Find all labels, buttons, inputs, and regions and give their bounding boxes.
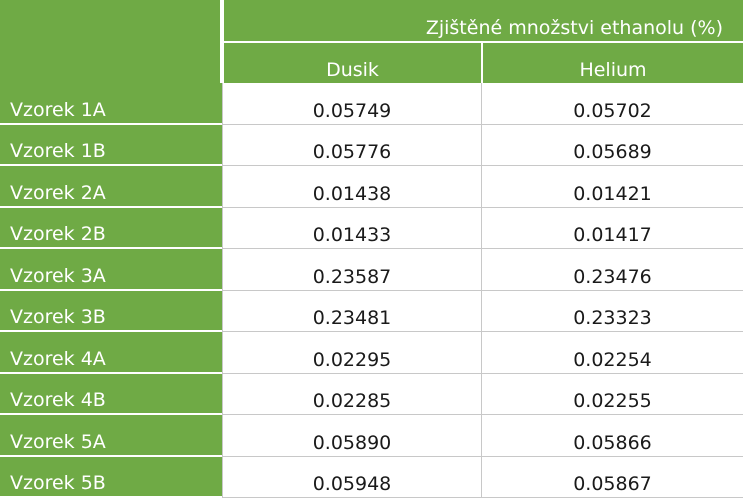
value-cell: 0.01438	[222, 166, 481, 208]
row-label: Vzorek 4B	[0, 373, 222, 415]
value-cell: 0.02254	[481, 332, 743, 374]
value-cell: 0.02295	[222, 332, 481, 374]
column-header: Helium	[481, 43, 743, 83]
row-label: Vzorek 2B	[0, 207, 222, 249]
row-label: Vzorek 3A	[0, 249, 222, 291]
value-cell: 0.05867	[481, 456, 743, 498]
value-cell: 0.05702	[481, 83, 743, 125]
value-cell: 0.02255	[481, 373, 743, 415]
value-cell: 0.05749	[222, 83, 481, 125]
value-cell: 0.05866	[481, 415, 743, 457]
corner-cell	[0, 0, 222, 83]
value-cell: 0.05689	[481, 124, 743, 166]
group-header: Zjištěné množstvi ethanolu (%)	[222, 0, 743, 43]
column-header: Dusik	[222, 43, 481, 83]
value-cell: 0.23481	[222, 290, 481, 332]
row-label: Vzorek 5A	[0, 415, 222, 457]
row-label: Vzorek 3B	[0, 290, 222, 332]
value-cell: 0.23476	[481, 249, 743, 291]
value-cell: 0.01417	[481, 207, 743, 249]
value-cell: 0.01433	[222, 207, 481, 249]
value-cell: 0.05776	[222, 124, 481, 166]
row-label: Vzorek 5B	[0, 456, 222, 498]
row-label: Vzorek 4A	[0, 332, 222, 374]
value-cell: 0.01421	[481, 166, 743, 208]
value-cell: 0.05890	[222, 415, 481, 457]
value-cell: 0.02285	[222, 373, 481, 415]
row-label: Vzorek 1B	[0, 124, 222, 166]
row-label: Vzorek 1A	[0, 83, 222, 125]
value-cell: 0.23587	[222, 249, 481, 291]
value-cell: 0.05948	[222, 456, 481, 498]
value-cell: 0.23323	[481, 290, 743, 332]
row-label: Vzorek 2A	[0, 166, 222, 208]
